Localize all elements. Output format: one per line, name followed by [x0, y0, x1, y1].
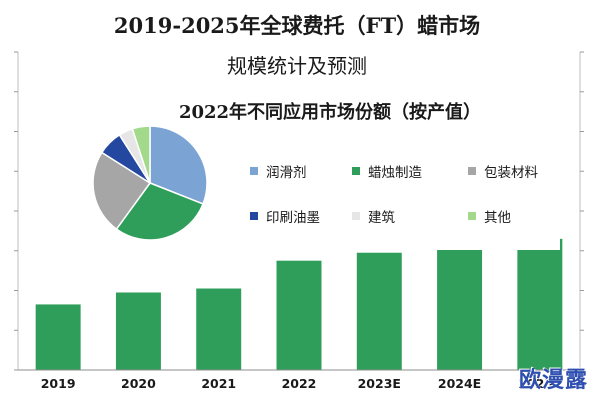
legend-item-other: 其他: [468, 208, 511, 226]
legend-item-ink: 印刷油墨: [250, 208, 320, 226]
bar: [35, 304, 81, 370]
legend-swatch: [468, 167, 476, 175]
chart-title: 2019-2025年全球费托（FT）蜡市场: [113, 13, 481, 38]
bar: [115, 292, 161, 370]
legend-label: 蜡烛制造: [368, 165, 422, 181]
legend-swatch: [250, 167, 258, 175]
pie-slice: [115, 182, 204, 241]
x-tick-label: 2021: [201, 376, 236, 391]
legend-swatch: [468, 212, 476, 220]
bar: [437, 248, 483, 370]
legend-swatch: [250, 212, 258, 220]
pie-slice: [149, 125, 208, 205]
x-axis-ticks: 2019 2020 2021 2022 2023E 2024E 2025E: [41, 376, 562, 391]
pie-slice: [92, 151, 152, 231]
watermark: 欧漫露: [518, 368, 588, 393]
legend-item-construction: 建筑: [352, 208, 395, 226]
legend-item-packaging: 包装材料: [468, 163, 538, 181]
pie-title: 2022年不同应用市场份额（按产值）: [178, 102, 482, 123]
legend-item-lubricant: 润滑剂: [250, 163, 307, 181]
bar: [196, 288, 242, 370]
x-tick-label: 2023E: [358, 376, 401, 391]
x-tick-label: 2020: [121, 376, 156, 391]
x-tick-label: 2022: [282, 376, 317, 391]
x-tick-label: 2019: [41, 376, 76, 391]
bar: [276, 260, 322, 370]
chart-subtitle: 规模统计及预测: [227, 54, 367, 78]
pie-chart: [92, 125, 208, 241]
x-tick-label: 2024E: [438, 376, 481, 391]
legend-item-candle: 蜡烛制造: [352, 163, 422, 181]
legend-label: 印刷油墨: [266, 210, 320, 226]
legend-swatch: [352, 167, 360, 175]
legend-label: 包装材料: [484, 165, 538, 181]
bar: [356, 252, 402, 370]
legend-label: 润滑剂: [266, 165, 307, 181]
x-tick-label: 2025E: [518, 376, 561, 391]
bar: [517, 238, 563, 370]
legend-label: 其他: [484, 210, 511, 226]
pie-slice: [131, 125, 151, 184]
legend-swatch: [352, 212, 360, 220]
legend-label: 建筑: [368, 210, 395, 226]
bar-series: [35, 238, 563, 370]
